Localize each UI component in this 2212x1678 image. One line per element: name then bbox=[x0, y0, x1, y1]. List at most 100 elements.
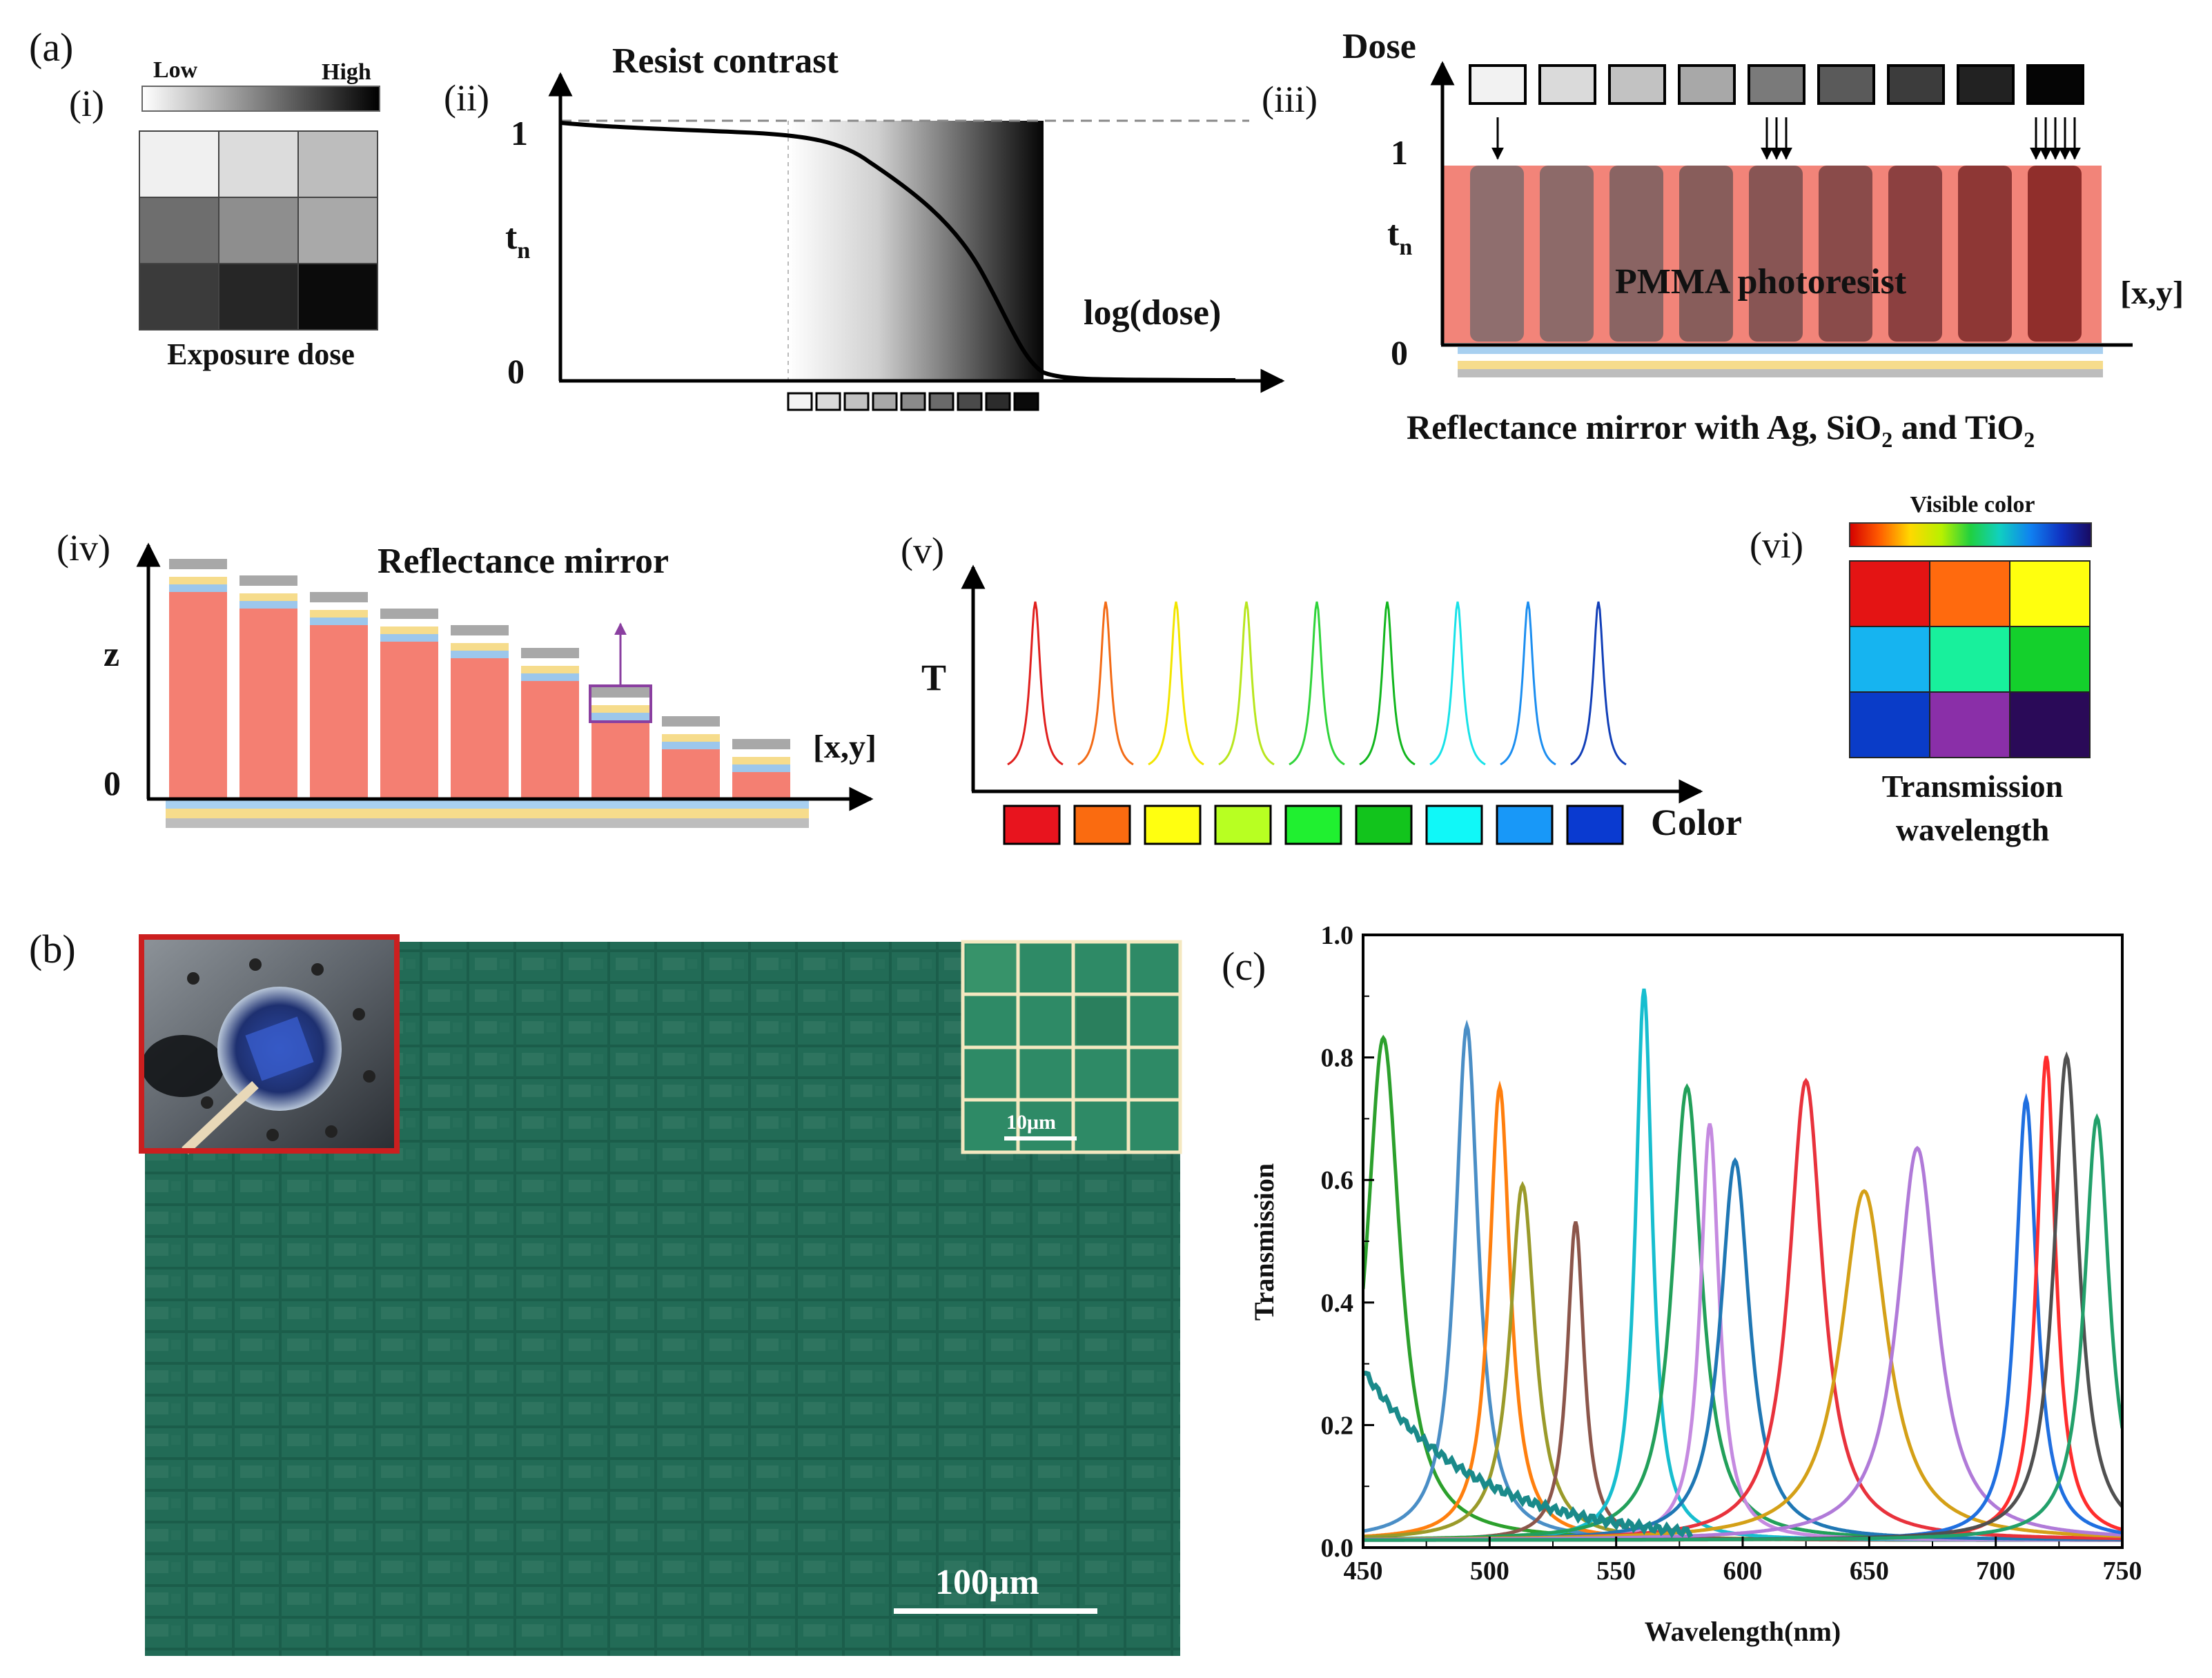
vi-caption-1: Transmission bbox=[1882, 769, 2063, 804]
peak-curve bbox=[1359, 601, 1416, 766]
series-line bbox=[1363, 1080, 2122, 1542]
transmission-peaks bbox=[1007, 601, 1627, 766]
color-cell bbox=[2009, 691, 2091, 758]
pillar bbox=[1540, 166, 1594, 342]
tweezers bbox=[182, 1080, 259, 1155]
iv-substrate-yellow bbox=[166, 809, 809, 818]
mirror-stack bbox=[521, 648, 579, 799]
peak-curve bbox=[1429, 601, 1486, 766]
dose-square bbox=[815, 392, 841, 411]
y-tick-label: 0.0 bbox=[1321, 1534, 1354, 1563]
series-line bbox=[1363, 1189, 2122, 1541]
dose-cell bbox=[139, 197, 219, 264]
panel-label-iv: (iv) bbox=[57, 527, 110, 569]
series-line bbox=[1363, 1051, 2122, 1542]
panel-label-v: (v) bbox=[901, 530, 944, 571]
y-tick-label: 0.6 bbox=[1321, 1166, 1354, 1195]
pillar bbox=[1470, 166, 1524, 342]
iii-y-label: tn bbox=[1387, 214, 1412, 260]
color-cell bbox=[1929, 691, 2010, 758]
series-line bbox=[1363, 988, 2122, 1542]
dose-square bbox=[957, 392, 983, 411]
panel-c: (c) 450 500 550 600 650 700 750 0.0 0.2 0.4 0.6 0.8… bbox=[1222, 921, 2142, 1647]
color-swatches bbox=[1003, 805, 1624, 845]
iv-y-bottom: 0 bbox=[104, 764, 121, 802]
dose-cell bbox=[297, 130, 378, 198]
dose-square bbox=[787, 392, 813, 411]
mirror-stack bbox=[662, 716, 720, 799]
dose-square bbox=[1957, 64, 2015, 105]
transmission-series bbox=[1363, 988, 2122, 1542]
mirror-stack bbox=[310, 592, 368, 799]
dose-square bbox=[1538, 64, 1596, 105]
color-grid bbox=[1849, 560, 2091, 758]
pmma-photoresist-label: PMMA photoresist bbox=[1615, 262, 1907, 302]
peak-curve bbox=[1218, 601, 1275, 766]
panel-label-c: (c) bbox=[1222, 944, 1266, 989]
wafer-photo-inset bbox=[141, 937, 397, 1155]
series-line bbox=[1363, 1019, 2122, 1542]
panel-label-i: (i) bbox=[69, 83, 104, 124]
exposure-dose-caption: Exposure dose bbox=[167, 337, 355, 371]
peak-curve bbox=[1500, 601, 1556, 766]
color-cell bbox=[1849, 691, 1930, 758]
color-swatch bbox=[1144, 805, 1202, 845]
peak-curve bbox=[1007, 601, 1064, 766]
series-line bbox=[1363, 1083, 2122, 1541]
dose-cell bbox=[297, 263, 378, 330]
series-line bbox=[1363, 1077, 2122, 1541]
x-tick-label: 700 bbox=[1976, 1557, 2015, 1586]
high-label: High bbox=[322, 59, 371, 85]
dose-square bbox=[2026, 64, 2084, 105]
y-tick-label: 0.8 bbox=[1321, 1044, 1354, 1073]
contrast-gradient bbox=[788, 121, 1044, 381]
pillar bbox=[1749, 166, 1803, 342]
dose-arrows bbox=[1491, 117, 2081, 160]
panel-iii: (iii) Dose 1 0 tn [x,y] PMMA photoresist… bbox=[1262, 27, 2184, 452]
panel-label-vi: (vi) bbox=[1750, 524, 1803, 566]
pillar bbox=[1609, 166, 1663, 342]
highlight-box bbox=[589, 684, 652, 723]
pillar bbox=[1958, 166, 2012, 342]
visible-color-title: Visible color bbox=[1910, 492, 2035, 517]
mirror-stack bbox=[380, 609, 438, 799]
dose-square bbox=[872, 392, 898, 411]
iii-y-bottom: 0 bbox=[1391, 333, 1408, 372]
x-tick-label: 650 bbox=[1850, 1557, 1889, 1586]
panel-label-ii: (ii) bbox=[444, 77, 489, 119]
dose-square bbox=[900, 392, 926, 411]
c-x-label: Wavelength(nm) bbox=[1645, 1616, 1841, 1647]
peak-curve bbox=[1148, 601, 1204, 766]
color-cell bbox=[1929, 626, 2010, 693]
panel-label-b: (b) bbox=[29, 927, 76, 971]
axes-ticks: 450 500 550 600 650 700 750 0.0 0.2 0.4 0.6 0.8 1.0 bbox=[1321, 921, 2142, 1586]
peak-curve bbox=[1570, 601, 1627, 766]
v-x-label: Color bbox=[1651, 802, 1742, 843]
ii-y-bottom: 0 bbox=[507, 352, 525, 391]
mirror-stack bbox=[451, 625, 509, 799]
color-swatch bbox=[1566, 805, 1624, 845]
peak-curve bbox=[1289, 601, 1345, 766]
iv-substrate-gray bbox=[166, 818, 809, 828]
iv-x-label: [x,y] bbox=[813, 729, 877, 765]
dose-square bbox=[985, 392, 1011, 411]
color-swatch bbox=[1214, 805, 1272, 845]
x-tick-label: 550 bbox=[1596, 1557, 1636, 1586]
color-swatch bbox=[1496, 805, 1554, 845]
spectrum-bar bbox=[1849, 522, 2092, 547]
mirror-base bbox=[1458, 369, 2103, 377]
inset-frame bbox=[139, 934, 400, 1154]
color-swatch bbox=[1073, 805, 1131, 845]
dose-square bbox=[1013, 392, 1039, 411]
mirror-sio2 bbox=[1458, 354, 2103, 361]
color-cell bbox=[1849, 560, 1930, 627]
color-swatch bbox=[1284, 805, 1342, 845]
mirror-caption: Reflectance mirror with Ag, SiO2 and TiO… bbox=[1407, 408, 2035, 452]
panel-label-iii: (iii) bbox=[1262, 79, 1318, 120]
dose-square bbox=[1469, 64, 1527, 105]
iv-y-label: z bbox=[104, 635, 119, 674]
panel-iv: (iv) Reflectance mirror z 0 [x,y] bbox=[57, 527, 877, 828]
dose-cell bbox=[218, 130, 299, 198]
pillar bbox=[1819, 166, 1872, 342]
